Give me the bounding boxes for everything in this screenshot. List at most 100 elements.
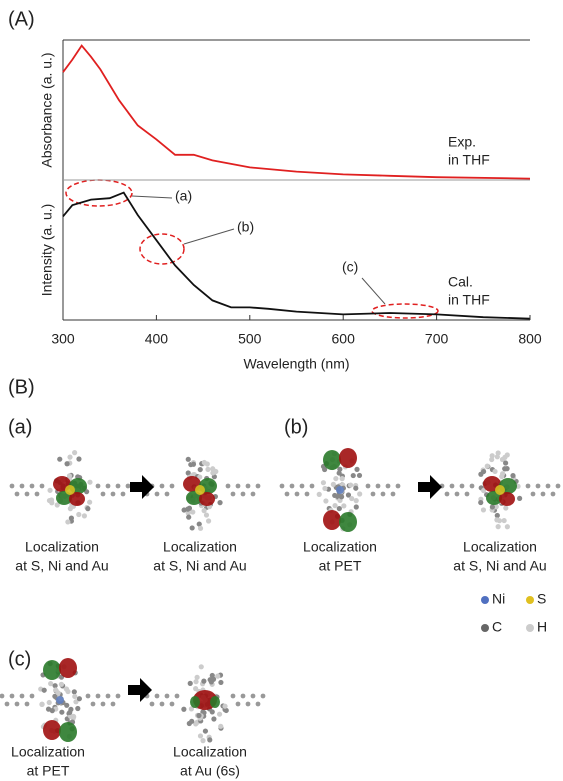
atom <box>245 483 251 489</box>
atom <box>480 507 487 513</box>
y-axis-label: Intensity (a. u.) <box>39 204 55 297</box>
atom <box>164 693 170 699</box>
atom <box>71 689 77 695</box>
atom <box>154 693 160 699</box>
molecule <box>139 456 261 531</box>
legend-swatch <box>526 596 534 604</box>
atom <box>279 483 285 489</box>
atom <box>336 470 342 476</box>
atom <box>517 495 523 501</box>
atom <box>115 693 121 699</box>
atom <box>350 472 356 479</box>
atom <box>503 460 509 466</box>
atom <box>530 491 536 497</box>
atom <box>64 702 70 708</box>
atom <box>320 480 327 486</box>
atom <box>217 500 223 506</box>
atom <box>459 483 465 489</box>
atom <box>333 475 339 482</box>
atom <box>70 713 77 719</box>
atom <box>65 519 71 525</box>
orbital <box>56 696 64 704</box>
atom <box>209 709 215 715</box>
atom <box>149 701 155 707</box>
arrow <box>130 475 154 499</box>
orbital <box>339 512 357 532</box>
atom <box>540 491 546 497</box>
atom <box>494 517 500 523</box>
atom <box>76 511 82 518</box>
atom <box>47 487 53 493</box>
atom <box>294 491 300 497</box>
atom <box>34 491 40 497</box>
atom <box>105 693 111 699</box>
atom <box>235 483 241 489</box>
caption: at S, Ni and Au <box>453 558 546 574</box>
atom <box>39 483 45 489</box>
atom <box>9 693 15 699</box>
atom <box>54 502 60 508</box>
caption: Localization <box>25 539 99 555</box>
atom <box>185 510 191 516</box>
atom <box>489 453 495 459</box>
atom <box>357 491 363 497</box>
atom <box>323 498 329 504</box>
atom <box>190 509 196 515</box>
atom <box>19 693 25 699</box>
atom <box>338 494 345 500</box>
data-line <box>62 44 531 180</box>
atom <box>365 483 371 489</box>
molecule <box>279 448 401 532</box>
atom <box>501 517 507 524</box>
atom <box>63 686 69 692</box>
atom <box>169 701 175 707</box>
atom <box>495 450 501 456</box>
atom <box>19 483 25 489</box>
atom <box>504 524 510 530</box>
atom <box>299 483 305 489</box>
atom <box>250 693 256 699</box>
atom <box>478 499 484 506</box>
caption: Localization <box>463 539 537 555</box>
atom <box>207 737 213 743</box>
atom <box>100 701 106 707</box>
molecule <box>0 658 121 742</box>
atom <box>57 456 63 462</box>
atom <box>49 708 55 714</box>
legend-label: H <box>537 619 547 635</box>
atom <box>230 693 236 699</box>
atom <box>203 512 210 518</box>
atom <box>499 473 505 480</box>
atom <box>205 466 211 472</box>
atom <box>354 466 360 472</box>
orbital <box>199 492 215 506</box>
atom <box>49 500 55 506</box>
atom <box>174 693 180 699</box>
atom <box>332 492 338 499</box>
arrow <box>418 475 442 499</box>
atom <box>189 718 195 724</box>
atom <box>24 701 30 707</box>
atom <box>81 513 87 519</box>
atom <box>29 483 35 489</box>
atom <box>95 693 101 699</box>
atom <box>245 701 251 707</box>
atom <box>159 483 165 489</box>
atom <box>68 706 74 712</box>
atom <box>230 491 236 497</box>
group-label: (b) <box>284 416 308 438</box>
atom <box>240 693 246 699</box>
group-label: (c) <box>8 648 31 670</box>
atom <box>186 514 192 520</box>
atom <box>250 491 256 497</box>
atom <box>240 491 246 497</box>
atom <box>353 485 359 491</box>
atom <box>337 466 343 472</box>
atom <box>159 701 165 707</box>
x-axis-label: Wavelength (nm) <box>243 356 349 372</box>
atom <box>489 456 495 463</box>
atom <box>525 483 531 489</box>
atom <box>64 461 70 467</box>
atom <box>210 470 216 476</box>
